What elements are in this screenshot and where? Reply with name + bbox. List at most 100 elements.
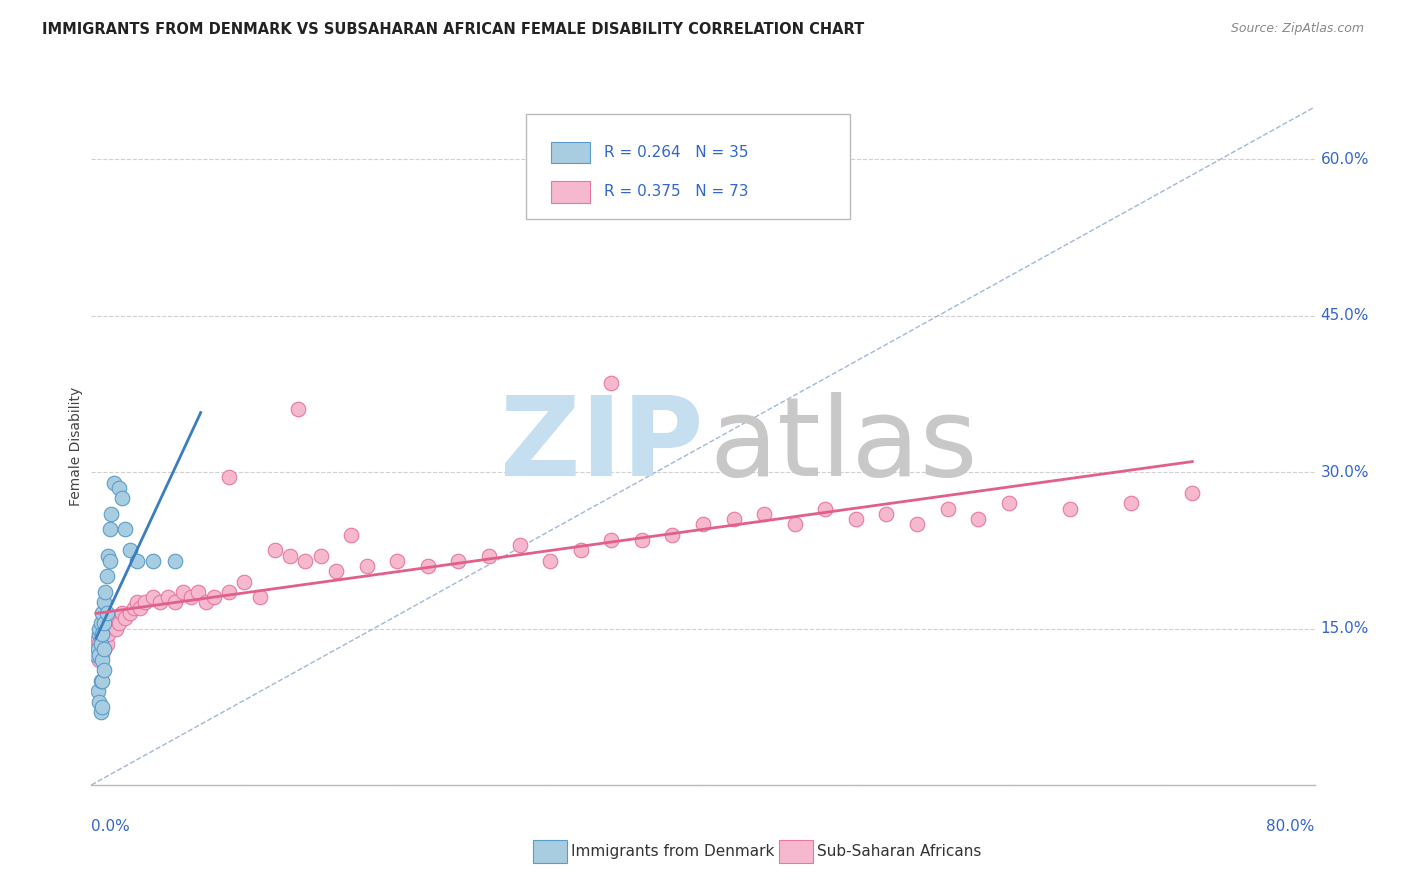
Point bbox=[86, 632, 108, 646]
Point bbox=[96, 606, 118, 620]
Point bbox=[91, 606, 114, 620]
Point bbox=[264, 543, 287, 558]
Point bbox=[98, 554, 121, 568]
FancyBboxPatch shape bbox=[551, 142, 591, 163]
Point bbox=[149, 595, 172, 609]
Point bbox=[93, 642, 115, 657]
Text: 0.0%: 0.0% bbox=[91, 819, 131, 834]
Point bbox=[278, 549, 301, 563]
Point bbox=[385, 554, 409, 568]
Point bbox=[100, 507, 122, 521]
Text: Sub-Saharan Africans: Sub-Saharan Africans bbox=[817, 845, 981, 859]
Point bbox=[93, 595, 115, 609]
Point bbox=[814, 501, 837, 516]
Point bbox=[998, 496, 1021, 510]
Point bbox=[96, 569, 118, 583]
Point bbox=[218, 470, 240, 484]
Point bbox=[87, 694, 110, 708]
FancyBboxPatch shape bbox=[526, 114, 849, 219]
Point bbox=[93, 642, 115, 657]
Point bbox=[631, 533, 654, 547]
Point bbox=[87, 637, 110, 651]
Point bbox=[569, 543, 592, 558]
Point bbox=[127, 554, 149, 568]
Point bbox=[156, 591, 179, 605]
Text: 15.0%: 15.0% bbox=[1320, 621, 1369, 636]
Point bbox=[97, 626, 120, 640]
Point bbox=[723, 512, 745, 526]
Point bbox=[118, 543, 141, 558]
Point bbox=[118, 606, 141, 620]
Point bbox=[122, 600, 145, 615]
Point bbox=[90, 705, 112, 719]
Point bbox=[98, 616, 121, 631]
Point bbox=[104, 622, 127, 636]
Text: 80.0%: 80.0% bbox=[1267, 819, 1315, 834]
Point bbox=[91, 648, 114, 662]
Point bbox=[905, 517, 928, 532]
Point bbox=[93, 663, 115, 677]
Point bbox=[1059, 501, 1081, 516]
Point bbox=[187, 585, 209, 599]
Point bbox=[661, 527, 683, 541]
Point bbox=[91, 653, 114, 667]
Point bbox=[86, 642, 108, 657]
Point bbox=[87, 648, 110, 662]
Point bbox=[309, 549, 332, 563]
Point bbox=[180, 591, 202, 605]
Point bbox=[509, 538, 531, 552]
Point bbox=[967, 512, 990, 526]
Text: atlas: atlas bbox=[709, 392, 977, 500]
Text: R = 0.264   N = 35: R = 0.264 N = 35 bbox=[605, 145, 748, 161]
Point bbox=[114, 523, 136, 537]
Point bbox=[87, 653, 110, 667]
Point bbox=[86, 684, 108, 698]
Point bbox=[90, 626, 112, 640]
Point bbox=[97, 549, 120, 563]
Text: IMMIGRANTS FROM DENMARK VS SUBSAHARAN AFRICAN FEMALE DISABILITY CORRELATION CHAR: IMMIGRANTS FROM DENMARK VS SUBSAHARAN AF… bbox=[42, 22, 865, 37]
Point bbox=[249, 591, 271, 605]
Point bbox=[936, 501, 959, 516]
Point bbox=[233, 574, 256, 589]
Point bbox=[100, 611, 122, 625]
Point bbox=[108, 616, 131, 631]
Point bbox=[129, 600, 152, 615]
Point bbox=[103, 616, 125, 631]
Point bbox=[87, 626, 110, 640]
Point bbox=[783, 517, 806, 532]
Point bbox=[447, 554, 470, 568]
Point bbox=[165, 554, 187, 568]
Point bbox=[845, 512, 868, 526]
Point bbox=[90, 616, 112, 631]
Point bbox=[416, 558, 439, 573]
Point bbox=[93, 616, 115, 631]
Point bbox=[96, 637, 118, 651]
Point bbox=[91, 622, 114, 636]
Point bbox=[87, 622, 110, 636]
Text: 30.0%: 30.0% bbox=[1320, 465, 1369, 480]
Point bbox=[93, 626, 115, 640]
Point bbox=[202, 591, 225, 605]
Point bbox=[127, 595, 149, 609]
Text: R = 0.375   N = 73: R = 0.375 N = 73 bbox=[605, 185, 748, 200]
Point bbox=[287, 402, 309, 417]
Text: Source: ZipAtlas.com: Source: ZipAtlas.com bbox=[1230, 22, 1364, 36]
Text: 45.0%: 45.0% bbox=[1320, 308, 1369, 323]
Point bbox=[478, 549, 501, 563]
Point bbox=[141, 554, 163, 568]
Text: 60.0%: 60.0% bbox=[1320, 152, 1369, 167]
Point bbox=[875, 507, 898, 521]
Point bbox=[218, 585, 240, 599]
Point bbox=[103, 475, 125, 490]
Point bbox=[98, 523, 121, 537]
Point bbox=[538, 554, 561, 568]
Point bbox=[172, 585, 194, 599]
Text: ZIP: ZIP bbox=[499, 392, 703, 500]
Point bbox=[86, 648, 108, 662]
Point bbox=[141, 591, 163, 605]
Point bbox=[91, 699, 114, 714]
Point bbox=[195, 595, 218, 609]
Point bbox=[96, 622, 118, 636]
Point bbox=[111, 606, 134, 620]
Point bbox=[600, 376, 623, 391]
